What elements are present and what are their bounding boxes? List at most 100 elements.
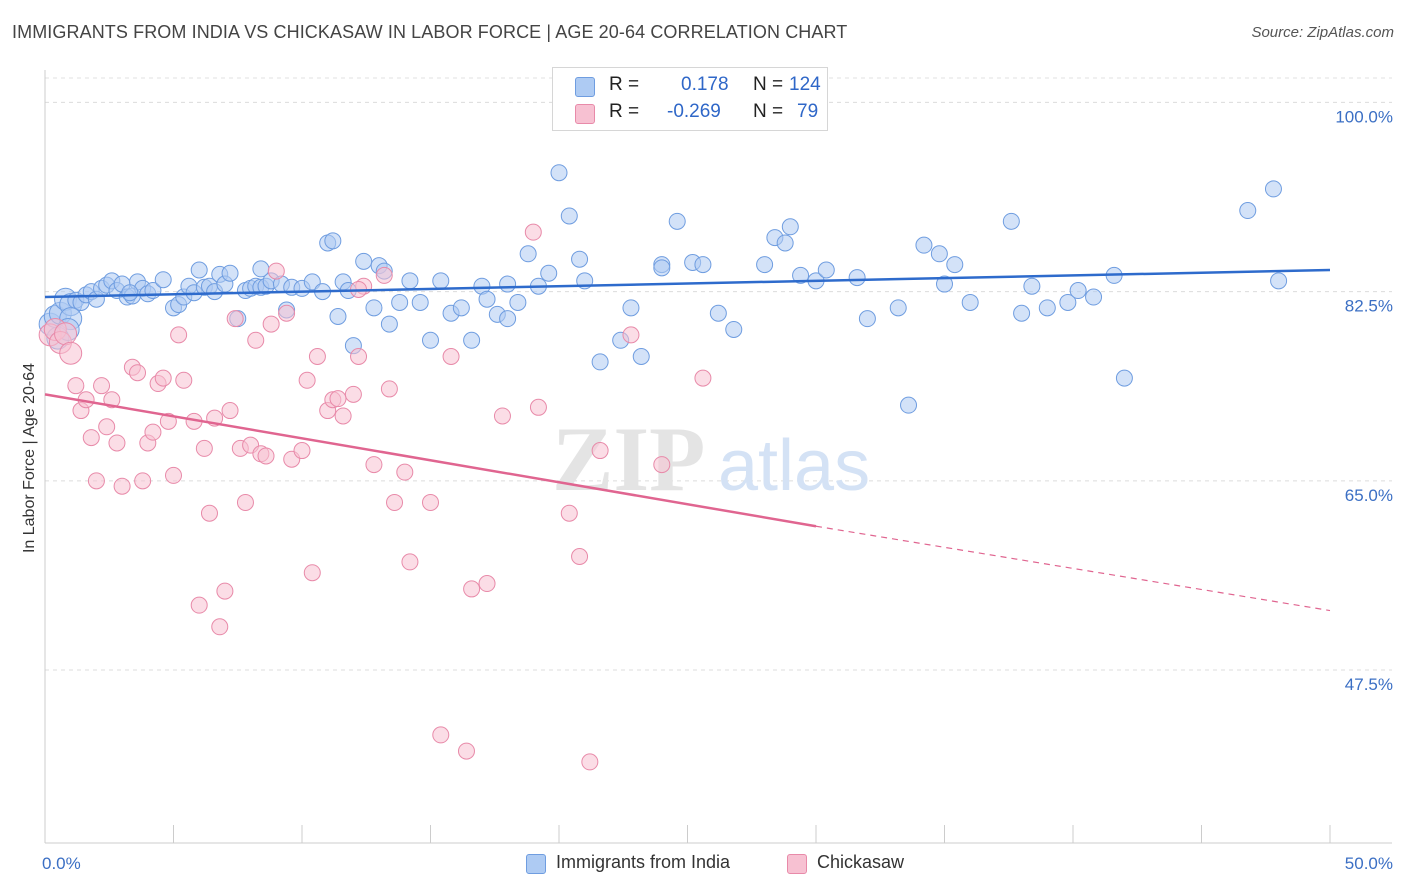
x-tick-label: 0.0% [42, 854, 81, 873]
legend-swatch-chickasaw [575, 104, 595, 124]
data-point [463, 580, 481, 598]
data-point [889, 299, 907, 317]
data-point [936, 275, 953, 293]
data-point [365, 299, 383, 317]
data-point [432, 272, 450, 290]
y-tick-labels: 47.5% 65.0% 82.5% 100.0% [1335, 107, 1393, 694]
data-point [190, 261, 208, 279]
legend-r-value: -0.269 [667, 101, 721, 122]
data-point [113, 477, 131, 495]
data-point [221, 264, 239, 282]
bottom-legend-chickasaw: Chickasaw [787, 852, 927, 876]
data-point [82, 429, 100, 447]
y-axis-title: In Labor Force | Age 20-64 [21, 363, 38, 553]
data-point [1270, 272, 1288, 290]
data-point [478, 575, 496, 593]
data-point [252, 260, 270, 278]
data-point [432, 726, 450, 744]
legend-r-label: R = [609, 74, 640, 95]
data-point [571, 250, 589, 268]
data-point [493, 407, 511, 425]
data-point [653, 456, 671, 474]
data-point [200, 504, 218, 522]
data-point [540, 264, 558, 282]
data-point [509, 293, 527, 311]
data-point [129, 364, 147, 382]
correlation-legend: R = 0.178 N = 124 R = -0.269 N = 79 [552, 67, 828, 131]
bottom-legend-swatch-chickasaw [787, 854, 807, 874]
data-point [396, 463, 414, 481]
x-tick-label: 50.0% [1345, 854, 1393, 873]
data-point [226, 310, 244, 328]
data-point [93, 377, 111, 395]
data-point [946, 256, 964, 274]
data-point [221, 402, 239, 420]
data-point [550, 164, 568, 182]
grid-lines [45, 77, 1392, 671]
data-point [108, 434, 126, 452]
data-point [560, 207, 578, 225]
data-point [170, 326, 188, 344]
data-point [67, 377, 85, 395]
data-point [1115, 369, 1133, 387]
data-point [401, 272, 419, 290]
data-point [411, 293, 429, 311]
legend-n-label: N = [753, 101, 784, 122]
data-point [216, 582, 234, 600]
data-point [154, 271, 172, 289]
data-point [622, 326, 640, 344]
data-point [499, 310, 517, 328]
bottom-legend-swatch-india [526, 854, 546, 874]
data-point [1059, 293, 1077, 311]
chart-title: IMMIGRANTS FROM INDIA VS CHICKASAW IN LA… [12, 22, 848, 42]
data-point [499, 275, 517, 293]
data-point [422, 331, 439, 349]
legend-n-value: 124 [789, 74, 821, 95]
data-point [144, 423, 162, 441]
data-point [267, 262, 285, 280]
series-chickasaw-points [38, 223, 712, 771]
data-point [329, 307, 347, 325]
legend-n-value: 79 [797, 101, 819, 122]
data-point [781, 218, 799, 236]
bottom-legend-label-chickasaw: Chickasaw [817, 852, 905, 872]
data-point [211, 618, 229, 636]
data-point [386, 493, 404, 511]
data-point [591, 442, 609, 460]
data-point [848, 269, 866, 287]
y-tick-label: 82.5% [1345, 297, 1393, 316]
data-point [1264, 180, 1282, 198]
data-point [442, 347, 460, 365]
data-point [422, 493, 439, 511]
legend-n-label: N = [753, 74, 784, 95]
data-point [1069, 282, 1087, 300]
data-point [457, 742, 475, 760]
trend-lines [44, 268, 1331, 612]
data-point [121, 284, 139, 302]
data-point [668, 212, 686, 230]
data-point [571, 548, 589, 566]
data-point [303, 273, 321, 291]
bottom-legend-label-india: Immigrants from India [556, 852, 731, 872]
data-point [581, 753, 599, 771]
data-point [87, 472, 105, 490]
data-point [560, 504, 578, 522]
data-point [1013, 304, 1031, 322]
legend-r-label: R = [609, 101, 640, 122]
x-tick-labels: 0.0% 50.0% [42, 854, 1393, 873]
data-point [632, 347, 650, 365]
data-point [1239, 202, 1257, 220]
data-point [329, 390, 347, 408]
trend-line-chickasaw [44, 393, 817, 528]
trend-line-india [44, 268, 1331, 299]
data-point [54, 322, 78, 346]
data-point [709, 304, 727, 322]
data-point [298, 371, 316, 389]
data-point [195, 439, 213, 457]
data-point [858, 310, 876, 328]
data-point [694, 256, 712, 274]
trend-line-chickasaw-extension [815, 525, 1331, 612]
data-point [350, 347, 368, 365]
data-point [900, 396, 918, 414]
data-point [930, 245, 948, 263]
